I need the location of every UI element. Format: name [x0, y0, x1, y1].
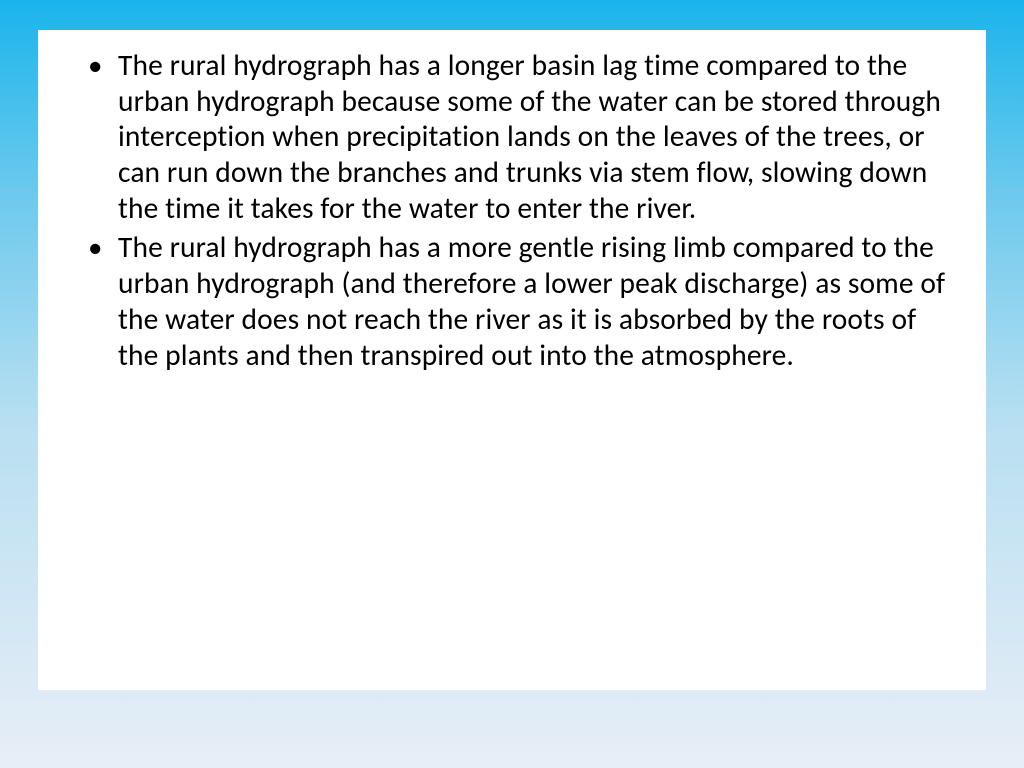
bullet-item: The rural hydrograph has a more gentle r…: [78, 230, 946, 373]
bullet-item: The rural hydrograph has a longer basin …: [78, 48, 946, 226]
bullet-list: The rural hydrograph has a longer basin …: [78, 48, 946, 373]
slide-content-box: The rural hydrograph has a longer basin …: [38, 30, 986, 690]
